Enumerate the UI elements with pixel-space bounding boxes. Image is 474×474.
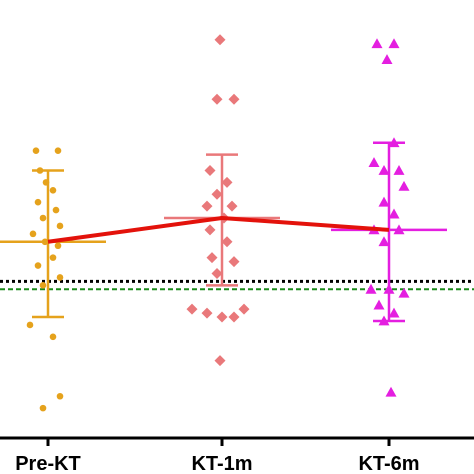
mean-line-group: [47, 216, 390, 244]
data-point-pre-kt-1: [32, 147, 40, 154]
data-point-pre-kt-12: [54, 242, 62, 250]
data-point-pre-kt-16: [39, 282, 47, 289]
data-points: [26, 34, 410, 412]
data-point-kt-6m-14: [365, 283, 377, 294]
data-point-kt-1m-4: [204, 164, 216, 176]
data-point-kt-1m-15: [186, 303, 198, 315]
error-bars: [0, 141, 447, 323]
data-point-pre-kt-17: [26, 321, 34, 329]
data-point-kt-1m-6: [211, 188, 223, 200]
mean-trend-line: [47, 216, 390, 244]
data-point-kt-1m-19: [238, 303, 250, 315]
data-point-kt-6m-8: [398, 180, 410, 191]
data-point-kt-6m-3: [381, 54, 393, 65]
data-point-kt-1m-18: [228, 311, 240, 323]
data-point-pre-kt-7: [52, 206, 60, 214]
data-point-kt-6m-17: [373, 299, 385, 310]
data-point-kt-6m-16: [398, 287, 410, 298]
data-point-kt-1m-1: [214, 34, 226, 46]
data-point-kt-1m-5: [221, 176, 233, 188]
data-point-pre-kt-5: [49, 186, 57, 194]
data-point-kt-6m-7: [393, 164, 405, 175]
data-point-kt-6m-6: [378, 164, 390, 175]
x-tick-label-kt-1m: KT-1m: [191, 453, 252, 474]
x-axis: [0, 436, 474, 446]
data-point-kt-1m-20: [214, 355, 226, 367]
data-point-pre-kt-9: [56, 222, 64, 230]
data-point-pre-kt-15: [56, 274, 64, 281]
data-point-kt-1m-17: [216, 311, 228, 323]
data-point-pre-kt-13: [49, 254, 57, 261]
data-point-pre-kt-6: [34, 198, 42, 206]
data-point-kt-1m-13: [228, 256, 240, 268]
data-point-kt-1m-8: [226, 200, 238, 212]
data-point-pre-kt-20: [39, 404, 47, 412]
data-point-kt-6m-5: [368, 157, 380, 167]
data-point-kt-1m-3: [228, 93, 240, 105]
data-point-kt-6m-1: [371, 38, 383, 49]
x-tick-label-kt-6m: KT-6m: [358, 453, 419, 474]
data-point-pre-kt-10: [29, 230, 37, 238]
data-point-pre-kt-18: [49, 333, 57, 341]
data-point-kt-1m-14: [211, 267, 223, 279]
data-point-kt-6m-9: [378, 196, 390, 207]
data-point-kt-1m-10: [204, 224, 216, 236]
x-tick-label-pre-kt: Pre-KT: [15, 453, 81, 474]
x-tick-labels: Pre-KT KT-1m KT-6m: [15, 453, 419, 474]
data-point-kt-6m-13: [378, 236, 390, 247]
data-point-kt-1m-7: [201, 200, 213, 212]
data-point-kt-1m-11: [221, 236, 233, 248]
data-point-pre-kt-2: [54, 147, 62, 154]
data-point-pre-kt-8: [39, 214, 47, 222]
data-point-kt-6m-10: [388, 208, 400, 219]
data-point-pre-kt-14: [34, 262, 42, 269]
data-point-kt-6m-20: [385, 386, 397, 397]
data-point-kt-1m-16: [201, 307, 213, 319]
data-point-kt-6m-18: [388, 307, 400, 318]
data-point-kt-6m-2: [388, 38, 400, 49]
data-point-kt-1m-2: [211, 93, 223, 105]
data-point-kt-1m-12: [206, 252, 218, 264]
reference-lines: [0, 279, 474, 291]
data-point-pre-kt-19: [56, 392, 64, 400]
